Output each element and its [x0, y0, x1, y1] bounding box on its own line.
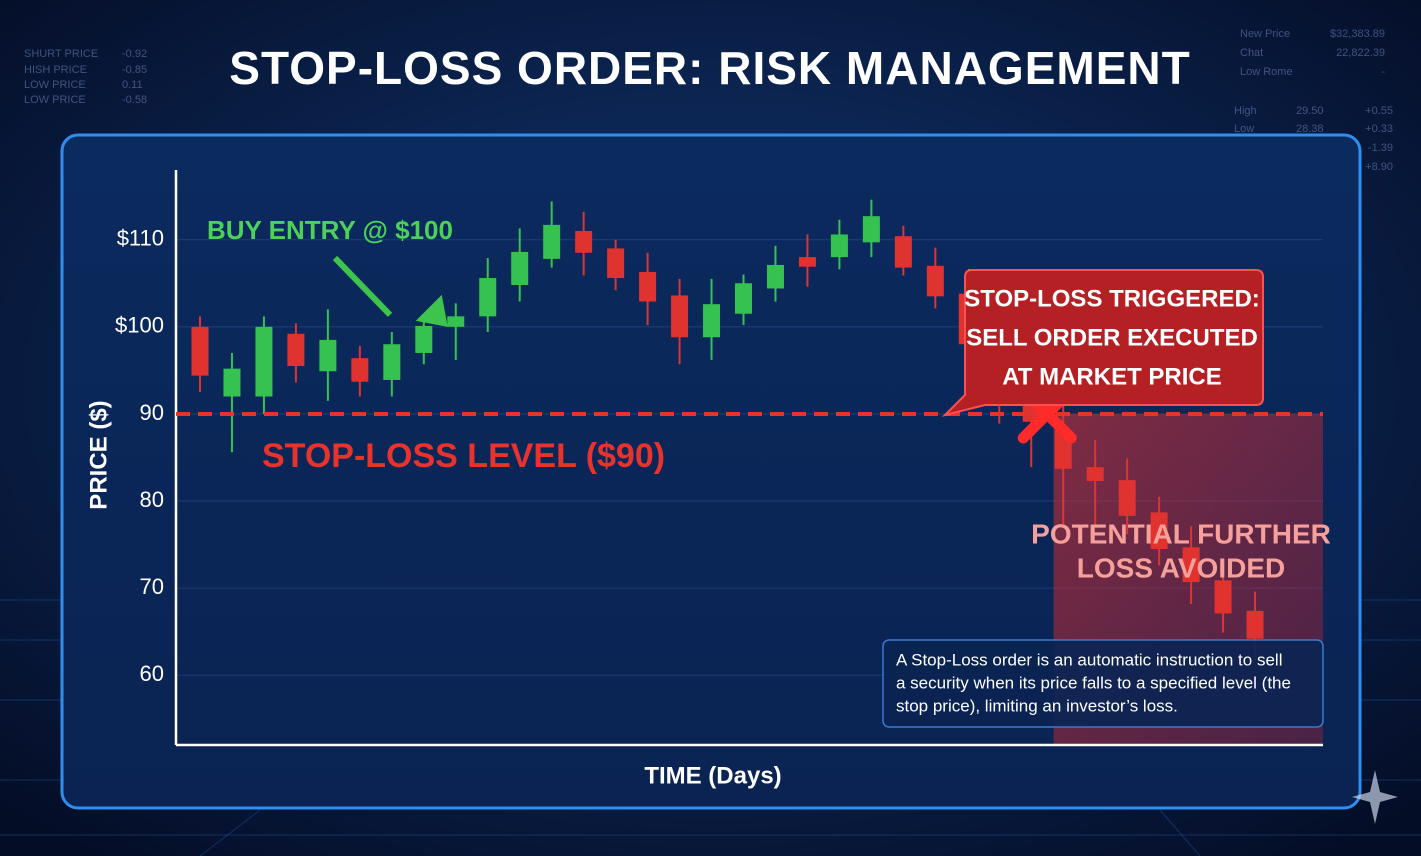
ticker-text: 22,822.39 — [1336, 47, 1385, 59]
ticker-text: Low Rome — [1240, 66, 1293, 78]
candle-body — [798, 257, 816, 267]
candle-body — [447, 316, 465, 327]
ticker-text: 0.11 — [122, 79, 143, 91]
ticker-text: LOW PRICE — [24, 94, 86, 106]
candle-body — [862, 216, 880, 243]
callout-box — [941, 269, 1264, 417]
candle-body — [830, 234, 848, 258]
candle-body — [479, 278, 497, 317]
callout-text: STOP-LOSS TRIGGERED: — [964, 285, 1260, 312]
ticker-text: New Price — [1240, 28, 1290, 40]
candle-body — [223, 368, 241, 397]
candle-body — [1214, 580, 1232, 614]
candle-body — [1086, 467, 1104, 482]
buy-entry-label: BUY ENTRY @ $100 — [207, 215, 453, 245]
candle-body — [191, 326, 209, 376]
stop-loss-label: STOP-LOSS LEVEL ($90) — [262, 437, 665, 475]
candle-body — [415, 325, 433, 353]
ticker-text: 29.50 — [1296, 105, 1324, 117]
candle-body — [1150, 512, 1168, 549]
x-axis-label: TIME (Days) — [644, 762, 781, 789]
y-tick-label: 70 — [140, 574, 164, 599]
title: STOP-LOSS ORDER: RISK MANAGEMENT — [229, 42, 1190, 94]
candle-body — [735, 283, 752, 314]
ticker-text: HISH PRICE — [24, 64, 87, 76]
candle-body — [607, 248, 625, 279]
note-box — [882, 639, 1324, 728]
candle-body — [1118, 480, 1136, 516]
candle-body — [766, 264, 784, 289]
y-tick-label: $100 — [115, 313, 164, 338]
floor-grid — [0, 599, 1421, 856]
ticker-left: SHURT PRICE -0.92 HISH PRICE -0.85 LOW P… — [24, 48, 147, 106]
buy-arrow-head — [415, 294, 448, 327]
ticker-text: +0.55 — [1365, 105, 1393, 117]
plot: $110 $100 90 80 70 60 STOP-LOSS LEVEL ($90) BUY… — [115, 170, 1331, 747]
ticker-text: SHURT PRICE — [24, 48, 98, 60]
candle-body — [511, 251, 529, 285]
buy-arrow-shaft — [332, 255, 393, 317]
ticker-text: $32,383.89 — [1330, 28, 1385, 40]
candle-body — [926, 265, 944, 297]
y-axis-label: PRICE ($) — [85, 400, 112, 509]
loss-avoided-text: POTENTIAL FURTHER — [1031, 518, 1331, 549]
y-tick-label: 80 — [140, 487, 164, 512]
ticker-text: -0.92 — [122, 48, 147, 60]
candle-body — [383, 344, 401, 380]
candle-body — [1182, 547, 1200, 583]
ticker-text: Low — [1234, 123, 1254, 135]
callout-text: AT MARKET PRICE — [1002, 363, 1222, 390]
candle-body — [575, 230, 593, 253]
candle-body — [639, 271, 657, 302]
note-text: stop price), limiting an investor’s loss… — [896, 696, 1178, 715]
candle-body — [894, 236, 912, 268]
callout-text: SELL ORDER EXECUTED — [966, 324, 1258, 351]
ticker-text: -0.85 — [122, 64, 147, 76]
ticker-text: LOW PRICE — [24, 79, 86, 91]
candle-body — [1246, 610, 1264, 639]
note-text: A Stop-Loss order is an automatic instru… — [896, 650, 1282, 669]
candle-body — [319, 339, 337, 372]
candle-body — [351, 358, 369, 382]
loss-avoided-text: LOSS AVOIDED — [1077, 552, 1285, 583]
ticker-text: Chat — [1240, 47, 1263, 59]
sparkle-icon — [1352, 770, 1398, 824]
ticker-text: - — [1381, 66, 1385, 78]
candle-body — [703, 304, 721, 338]
candle-body — [671, 295, 689, 338]
y-tick-label: 60 — [140, 661, 164, 686]
ticker-text: -0.58 — [122, 94, 147, 106]
candle-body — [287, 333, 305, 367]
ticker-text: High — [1234, 105, 1257, 117]
ticker-text: 28.38 — [1296, 123, 1324, 135]
ticker-text: +0.33 — [1365, 123, 1393, 135]
ticker-text: +8.90 — [1365, 161, 1393, 173]
y-tick-label: 90 — [140, 400, 164, 425]
note-text: a security when its price falls to a spe… — [896, 673, 1291, 692]
ticker-right: New Price $32,383.89 Chat 22,822.39 Low … — [1234, 28, 1393, 173]
y-tick-label: $110 — [117, 226, 164, 251]
ticker-text: -1.39 — [1368, 142, 1393, 154]
candle-body — [543, 224, 561, 259]
candle-body — [255, 326, 273, 397]
